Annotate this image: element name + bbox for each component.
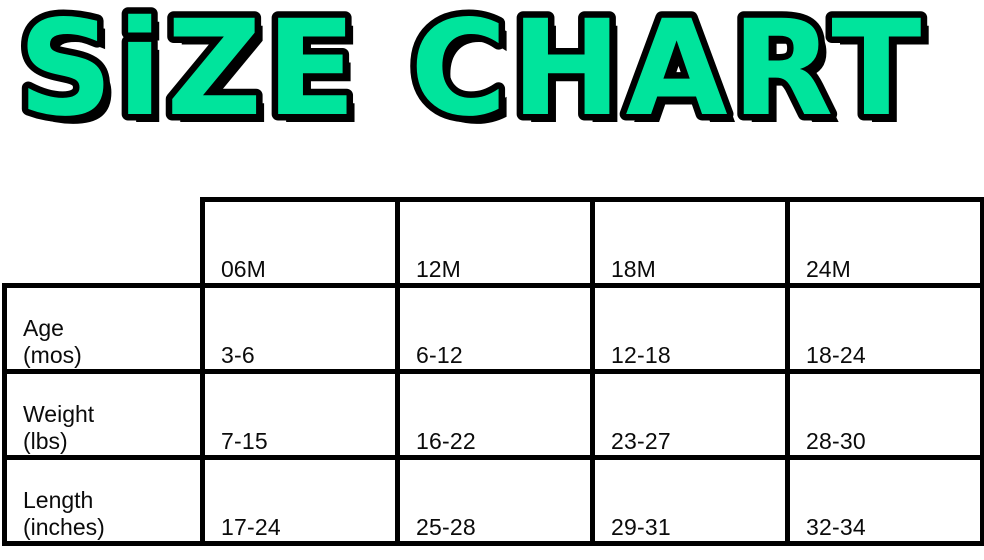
table-row: Length (inches) 17-24 25-28 29-31 32-34 [2,455,984,546]
column-header-12m: 12M [395,197,595,288]
table-row: Weight (lbs) 7-15 16-22 23-27 28-30 [2,369,984,460]
cell-length-18m: 29-31 [590,455,790,546]
column-header-06m: 06M [200,197,400,288]
page-title: SiZE CHART SiZE CHART SiZE CHART [0,0,984,190]
cell-age-12m: 6-12 [395,283,595,374]
cell-weight-06m: 7-15 [200,369,400,460]
column-header-18m: 18M [590,197,790,288]
cell-age-18m: 12-18 [590,283,790,374]
cell-weight-12m: 16-22 [395,369,595,460]
table-header-row: 06M 12M 18M 24M [4,197,984,288]
title-fill-text: SiZE CHART [18,0,925,146]
size-chart-table: 06M 12M 18M 24M Age (mos) 3-6 6-12 12-18… [2,197,984,546]
row-label-length: Length (inches) [2,455,205,546]
cell-weight-24m: 28-30 [785,369,984,460]
title-shadow-text: SiZE CHART [26,0,933,154]
cell-length-24m: 32-34 [785,455,984,546]
cell-weight-18m: 23-27 [590,369,790,460]
cell-age-24m: 18-24 [785,283,984,374]
row-label-weight: Weight (lbs) [2,369,205,460]
cell-length-06m: 17-24 [200,455,400,546]
row-label-age: Age (mos) [2,283,205,374]
table-corner-cell [4,199,203,286]
title-artwork: SiZE CHART SiZE CHART SiZE CHART [12,0,933,154]
cell-age-06m: 3-6 [200,283,400,374]
column-header-24m: 24M [785,197,984,288]
cell-length-12m: 25-28 [395,455,595,546]
title-outline-text: SiZE CHART [18,0,925,146]
table-row: Age (mos) 3-6 6-12 12-18 18-24 [2,283,984,374]
